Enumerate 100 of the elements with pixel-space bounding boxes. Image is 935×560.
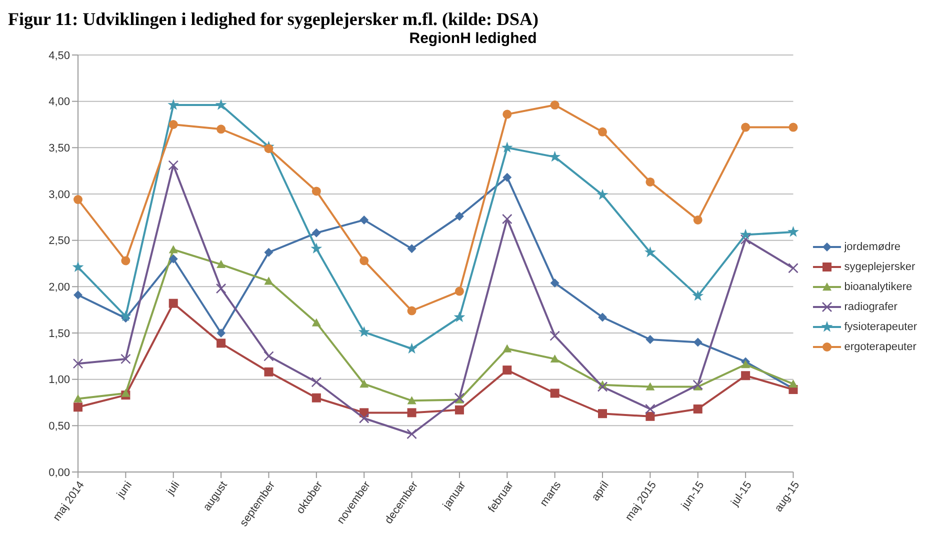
point [454,392,465,404]
y-tick-label: 2,00 [48,282,70,294]
point [312,228,321,238]
point [358,413,370,424]
point [598,312,608,322]
point [502,366,512,375]
point [216,283,226,294]
point [549,150,561,162]
point [740,234,751,245]
point [74,195,82,204]
point [501,142,513,153]
point [312,393,321,402]
point [215,99,227,110]
point [454,212,464,221]
point [264,351,274,362]
point [120,310,132,322]
y-tick-label: 3,00 [48,188,70,201]
y-tick-label: 0,00 [48,466,70,479]
point [693,404,702,414]
point [644,246,656,258]
point [72,261,84,272]
point [360,215,369,224]
point [216,260,226,268]
legend-label: sygeplejersker [844,261,916,273]
point [216,124,226,134]
legend-label: jordemødre [844,241,900,253]
point [264,367,274,376]
point [406,428,417,440]
point [454,311,466,322]
point [168,298,178,308]
point [72,358,84,369]
y-tick-label: 1,00 [48,374,70,386]
point [788,226,799,237]
point [312,318,321,326]
point [693,215,702,224]
point [264,248,274,257]
y-tick-label: 0,50 [48,420,70,433]
point [502,214,512,224]
point [597,382,608,392]
point [502,344,512,352]
point [312,186,321,196]
point [502,172,512,182]
x-tick-label: juli [164,479,182,498]
point [311,376,322,388]
point [454,405,464,414]
point [168,245,178,254]
point [550,278,560,288]
point [646,412,655,421]
y-tick-label: 4,00 [48,96,70,108]
point [168,254,178,264]
point [407,306,416,316]
point [502,110,512,119]
point [358,326,370,337]
point [407,244,416,254]
point [598,409,608,418]
point [596,188,608,200]
point [121,388,130,397]
point [406,342,418,354]
point [693,338,702,347]
point [120,354,131,364]
legend-label: ergoterapeuter [844,341,916,353]
point [646,334,655,344]
point [692,380,704,390]
point [407,408,416,418]
point [788,379,798,388]
point [360,256,369,266]
point [216,328,226,338]
point [168,160,179,170]
point [74,402,82,412]
point [741,360,750,368]
y-tick-label: 2,50 [48,235,70,248]
y-tick-label: 1,50 [48,328,70,340]
chart-subtitle: Figur 11: Udviklingen i ledighed for sygeplejersker m.fl. (kilde: DSA) [8,8,540,30]
point [74,290,82,300]
point [264,144,274,154]
legend-label: fysioterapeuter [844,321,917,333]
point [550,330,560,341]
point [741,371,750,380]
y-tick-label: 4,50 [48,50,70,62]
point [740,228,752,240]
point [74,394,82,402]
point [645,404,656,414]
point [788,262,798,274]
legend-label: bioanalytikere [844,281,912,293]
chart-title: RegionH ledighed [408,30,538,47]
point [168,120,178,129]
point [216,338,226,348]
point [788,122,798,132]
point [550,388,560,398]
point [121,256,130,266]
point [646,382,655,390]
point [741,122,750,132]
point [646,177,655,186]
point [310,242,322,254]
point [360,379,369,388]
point [264,276,274,285]
legend-label: radiografer [844,301,898,313]
point [550,354,560,363]
point [550,100,560,110]
point [598,127,608,136]
